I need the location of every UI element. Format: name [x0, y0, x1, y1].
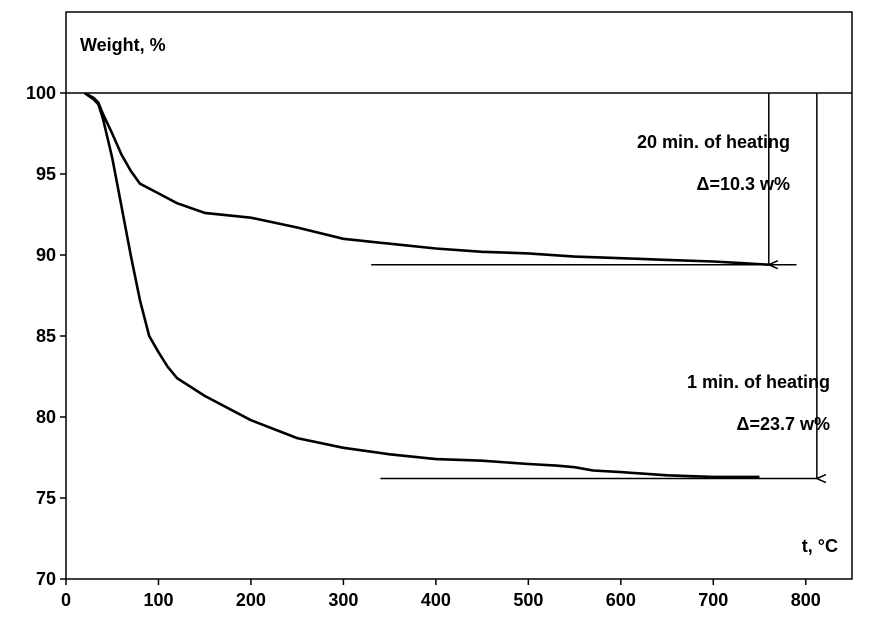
- x-tick-label: 800: [791, 590, 821, 610]
- x-tick-label: 600: [606, 590, 636, 610]
- delta-label: Δ=10.3 w%: [697, 174, 791, 194]
- plot-frame: [65, 11, 853, 580]
- annotations: 20 min. of heating Δ=10.3 w% 1 min. of hea…: [371, 93, 830, 479]
- y-tick-label: 70: [36, 569, 56, 589]
- x-tick-label: 400: [421, 590, 451, 610]
- x-tick-label: 0: [61, 590, 71, 610]
- x-tick-label: 200: [236, 590, 266, 610]
- y-tick-label: 85: [36, 326, 56, 346]
- x-tick-label: 700: [698, 590, 728, 610]
- series-line-1: [83, 91, 769, 266]
- x-tick-label: 500: [513, 590, 543, 610]
- y-tick-label: 75: [36, 488, 56, 508]
- y-tick-label: 95: [36, 164, 56, 184]
- y-tick-label: 90: [36, 245, 56, 265]
- y-tick-label: 80: [36, 407, 56, 427]
- y-tick-label: 100: [26, 83, 56, 103]
- x-tick-label: 100: [143, 590, 173, 610]
- y-axis-title: Weight, %: [80, 35, 166, 55]
- delta-label: Δ=23.7 w%: [737, 414, 831, 434]
- annotation-label: 20 min. of heating: [637, 132, 790, 152]
- y-axis: 70 75 80 85 90 95 100: [26, 83, 66, 589]
- x-tick-label: 300: [328, 590, 358, 610]
- x-axis-title: t, °C: [802, 536, 838, 556]
- x-axis: 0 100 200 300 400 500 600 700 800: [61, 579, 821, 610]
- annotation-label: 1 min. of heating: [687, 372, 830, 392]
- series-line-2: [83, 91, 760, 479]
- series-curves: [83, 91, 769, 479]
